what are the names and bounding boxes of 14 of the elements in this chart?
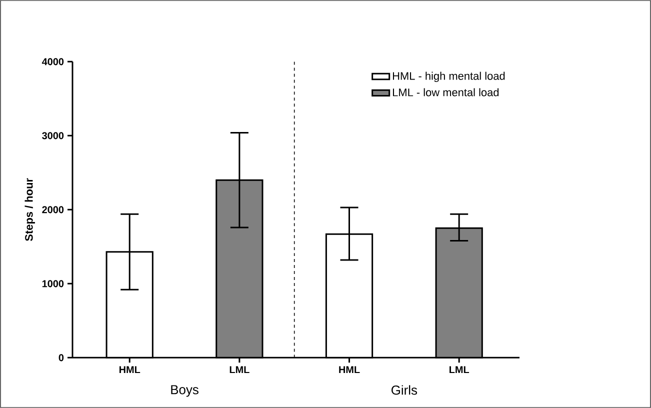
y-tick-label: 3000 [42,132,64,140]
y-tick-label: 4000 [42,58,64,66]
x-tick-label: HML [339,366,360,374]
y-tick-label: 1000 [42,280,64,288]
text: Boys [171,385,198,397]
y-axis-title: Steps / hour [24,178,35,242]
y-tick-label: 0 [58,354,64,362]
x-tick-label: HML [119,366,140,374]
x-tick-label: LML [450,366,470,374]
y-tick-label: 2000 [42,206,64,214]
text: Girls [392,385,418,395]
legend-label: LML - low mental load [392,88,499,96]
x-tick-label: LML [230,366,250,374]
legend-label: HML - high mental load [392,72,505,82]
